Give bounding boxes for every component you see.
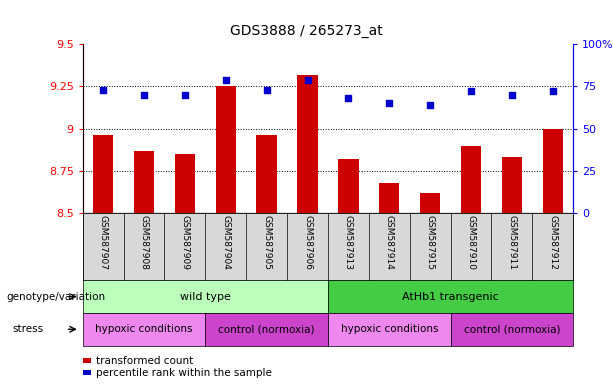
Text: transformed count: transformed count <box>96 356 193 366</box>
Bar <box>216 86 236 213</box>
Text: wild type: wild type <box>180 291 230 302</box>
Bar <box>93 136 113 213</box>
Text: control (normoxia): control (normoxia) <box>218 324 315 334</box>
Point <box>98 87 108 93</box>
Text: GSM587912: GSM587912 <box>548 215 557 270</box>
Bar <box>134 151 154 213</box>
Point <box>466 88 476 94</box>
Bar <box>338 159 359 213</box>
Text: GSM587909: GSM587909 <box>180 215 189 270</box>
Point <box>139 92 149 98</box>
Point <box>384 100 394 106</box>
Point <box>303 76 313 83</box>
Point <box>343 95 353 101</box>
Text: control (normoxia): control (normoxia) <box>463 324 560 334</box>
Text: genotype/variation: genotype/variation <box>6 291 105 302</box>
Point <box>180 92 190 98</box>
Point <box>262 87 272 93</box>
Text: GSM587907: GSM587907 <box>99 215 108 270</box>
Text: GSM587910: GSM587910 <box>466 215 476 270</box>
Bar <box>501 157 522 213</box>
Text: GSM587908: GSM587908 <box>140 215 148 270</box>
Bar <box>175 154 195 213</box>
Bar <box>461 146 481 213</box>
Point <box>221 76 230 83</box>
Text: GSM587913: GSM587913 <box>344 215 353 270</box>
Text: GSM587914: GSM587914 <box>385 215 394 270</box>
Point <box>425 102 435 108</box>
Point <box>507 92 517 98</box>
Bar <box>256 136 277 213</box>
Text: GDS3888 / 265273_at: GDS3888 / 265273_at <box>230 24 383 38</box>
Bar <box>543 129 563 213</box>
Text: GSM587906: GSM587906 <box>303 215 312 270</box>
Point <box>548 88 558 94</box>
Text: hypoxic conditions: hypoxic conditions <box>95 324 193 334</box>
Text: stress: stress <box>12 324 44 334</box>
Text: hypoxic conditions: hypoxic conditions <box>340 324 438 334</box>
Bar <box>379 183 400 213</box>
Text: GSM587915: GSM587915 <box>425 215 435 270</box>
Text: percentile rank within the sample: percentile rank within the sample <box>96 368 272 378</box>
Text: AtHb1 transgenic: AtHb1 transgenic <box>402 291 499 302</box>
Text: GSM587904: GSM587904 <box>221 215 230 270</box>
Text: GSM587905: GSM587905 <box>262 215 271 270</box>
Bar <box>297 74 318 213</box>
Bar <box>420 193 440 213</box>
Text: GSM587911: GSM587911 <box>508 215 516 270</box>
